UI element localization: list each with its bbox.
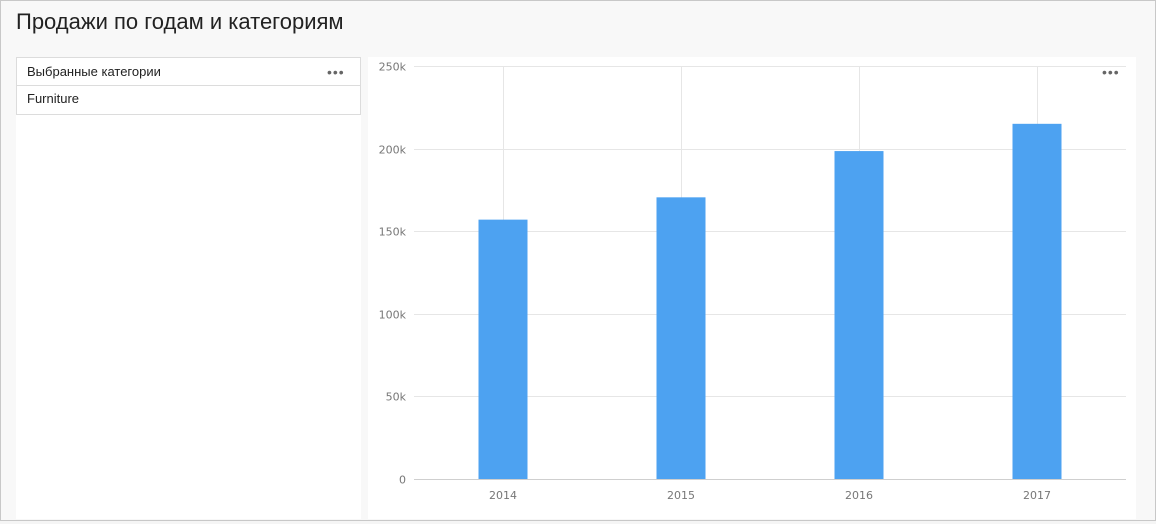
bar-2016	[834, 151, 884, 479]
y-tick-label: 250k	[379, 61, 407, 74]
more-horizontal-icon[interactable]: •••	[327, 64, 345, 80]
y-tick-label: 0	[399, 474, 406, 487]
bar-2017	[1012, 123, 1062, 479]
chart-axes: 0 50k 100k 150k 200k 250k 2014 2015 2016 2017	[379, 61, 1126, 502]
x-tick-label: 2017	[1023, 489, 1051, 502]
bar-2014	[478, 219, 528, 480]
x-tick-label: 2015	[667, 489, 695, 502]
chart-bars	[478, 123, 1062, 480]
category-selector-widget: Выбранные категории ••• Furniture	[16, 57, 361, 519]
y-tick-label: 50k	[386, 391, 407, 404]
sales-chart-widget: 0 50k 100k 150k 200k 250k 2014 2015 2016 2017 •••	[368, 57, 1136, 519]
selected-category-value[interactable]: Furniture	[27, 91, 80, 106]
chart-more-horizontal-icon[interactable]: •••	[1102, 64, 1120, 80]
x-tick-label: 2014	[489, 489, 517, 502]
bar-chart: 0 50k 100k 150k 200k 250k 2014 2015 2016 2017	[379, 61, 1126, 502]
page-title: Продажи по годам и категориям	[16, 9, 344, 34]
selector-label: Выбранные категории	[27, 64, 161, 79]
x-tick-label: 2016	[845, 489, 873, 502]
y-tick-label: 150k	[379, 226, 407, 239]
category-selector[interactable]: Выбранные категории ••• Furniture	[16, 57, 361, 115]
y-tick-label: 100k	[379, 309, 407, 322]
selector-header: Выбранные категории •••	[17, 58, 360, 86]
y-tick-label: 200k	[379, 144, 407, 157]
bar-2015	[656, 197, 706, 480]
